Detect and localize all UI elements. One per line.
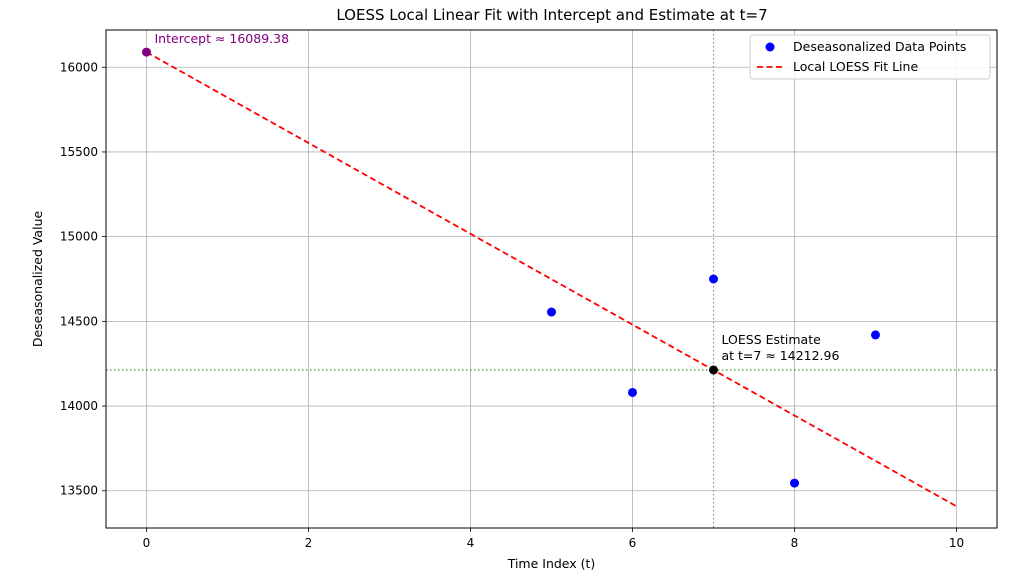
y-tick-label: 16000	[60, 60, 98, 74]
y-axis-label: Deseasonalized Value	[30, 211, 45, 348]
x-tick-label: 8	[791, 536, 799, 550]
x-tick-label: 6	[629, 536, 637, 550]
tick-layer: 0 2 4 6 8 10 13500 14000 14500 15000 15500 16000	[60, 60, 964, 550]
x-tick-label: 2	[305, 536, 313, 550]
legend-box	[749, 34, 991, 80]
data-point	[790, 478, 799, 488]
estimate-point	[709, 365, 718, 375]
annotation-layer: Intercept ≈ 16089.38 LOESS Estimate at t…	[155, 31, 840, 363]
data-point	[871, 330, 880, 340]
plot-frame	[105, 29, 998, 529]
y-tick-label: 15000	[60, 230, 98, 244]
y-tick-label: 14000	[60, 399, 98, 413]
x-tick-label: 0	[143, 536, 151, 550]
data-point	[547, 307, 556, 317]
chart-title: LOESS Local Linear Fit with Intercept an…	[336, 6, 767, 24]
data-point	[628, 387, 637, 397]
intercept-annotation: Intercept ≈ 16089.38	[155, 31, 290, 46]
legend-label-fit-line: Local LOESS Fit Line	[793, 59, 918, 74]
estimate-annotation-line2: at t=7 ≈ 14212.96	[722, 348, 840, 363]
y-tick-label: 14500	[60, 314, 98, 328]
data-point	[709, 274, 718, 284]
grid-layer	[106, 30, 997, 528]
legend-label-data-points: Deseasonalized Data Points	[793, 39, 966, 54]
y-tick-label: 13500	[60, 484, 98, 498]
y-tick-label: 15500	[60, 145, 98, 159]
intercept-point	[142, 47, 151, 57]
estimate-annotation-line1: LOESS Estimate	[722, 332, 822, 347]
x-tick-label: 4	[467, 536, 475, 550]
loess-fit-line	[146, 51, 957, 508]
fit-line-layer	[146, 51, 957, 508]
legend-marker-data-points	[765, 42, 775, 52]
data-point-layer	[142, 47, 880, 488]
x-axis-label: Time Index (t)	[507, 556, 596, 571]
legend: Deseasonalized Data Points Local LOESS F…	[749, 34, 991, 80]
x-tick-label: 10	[949, 536, 964, 550]
